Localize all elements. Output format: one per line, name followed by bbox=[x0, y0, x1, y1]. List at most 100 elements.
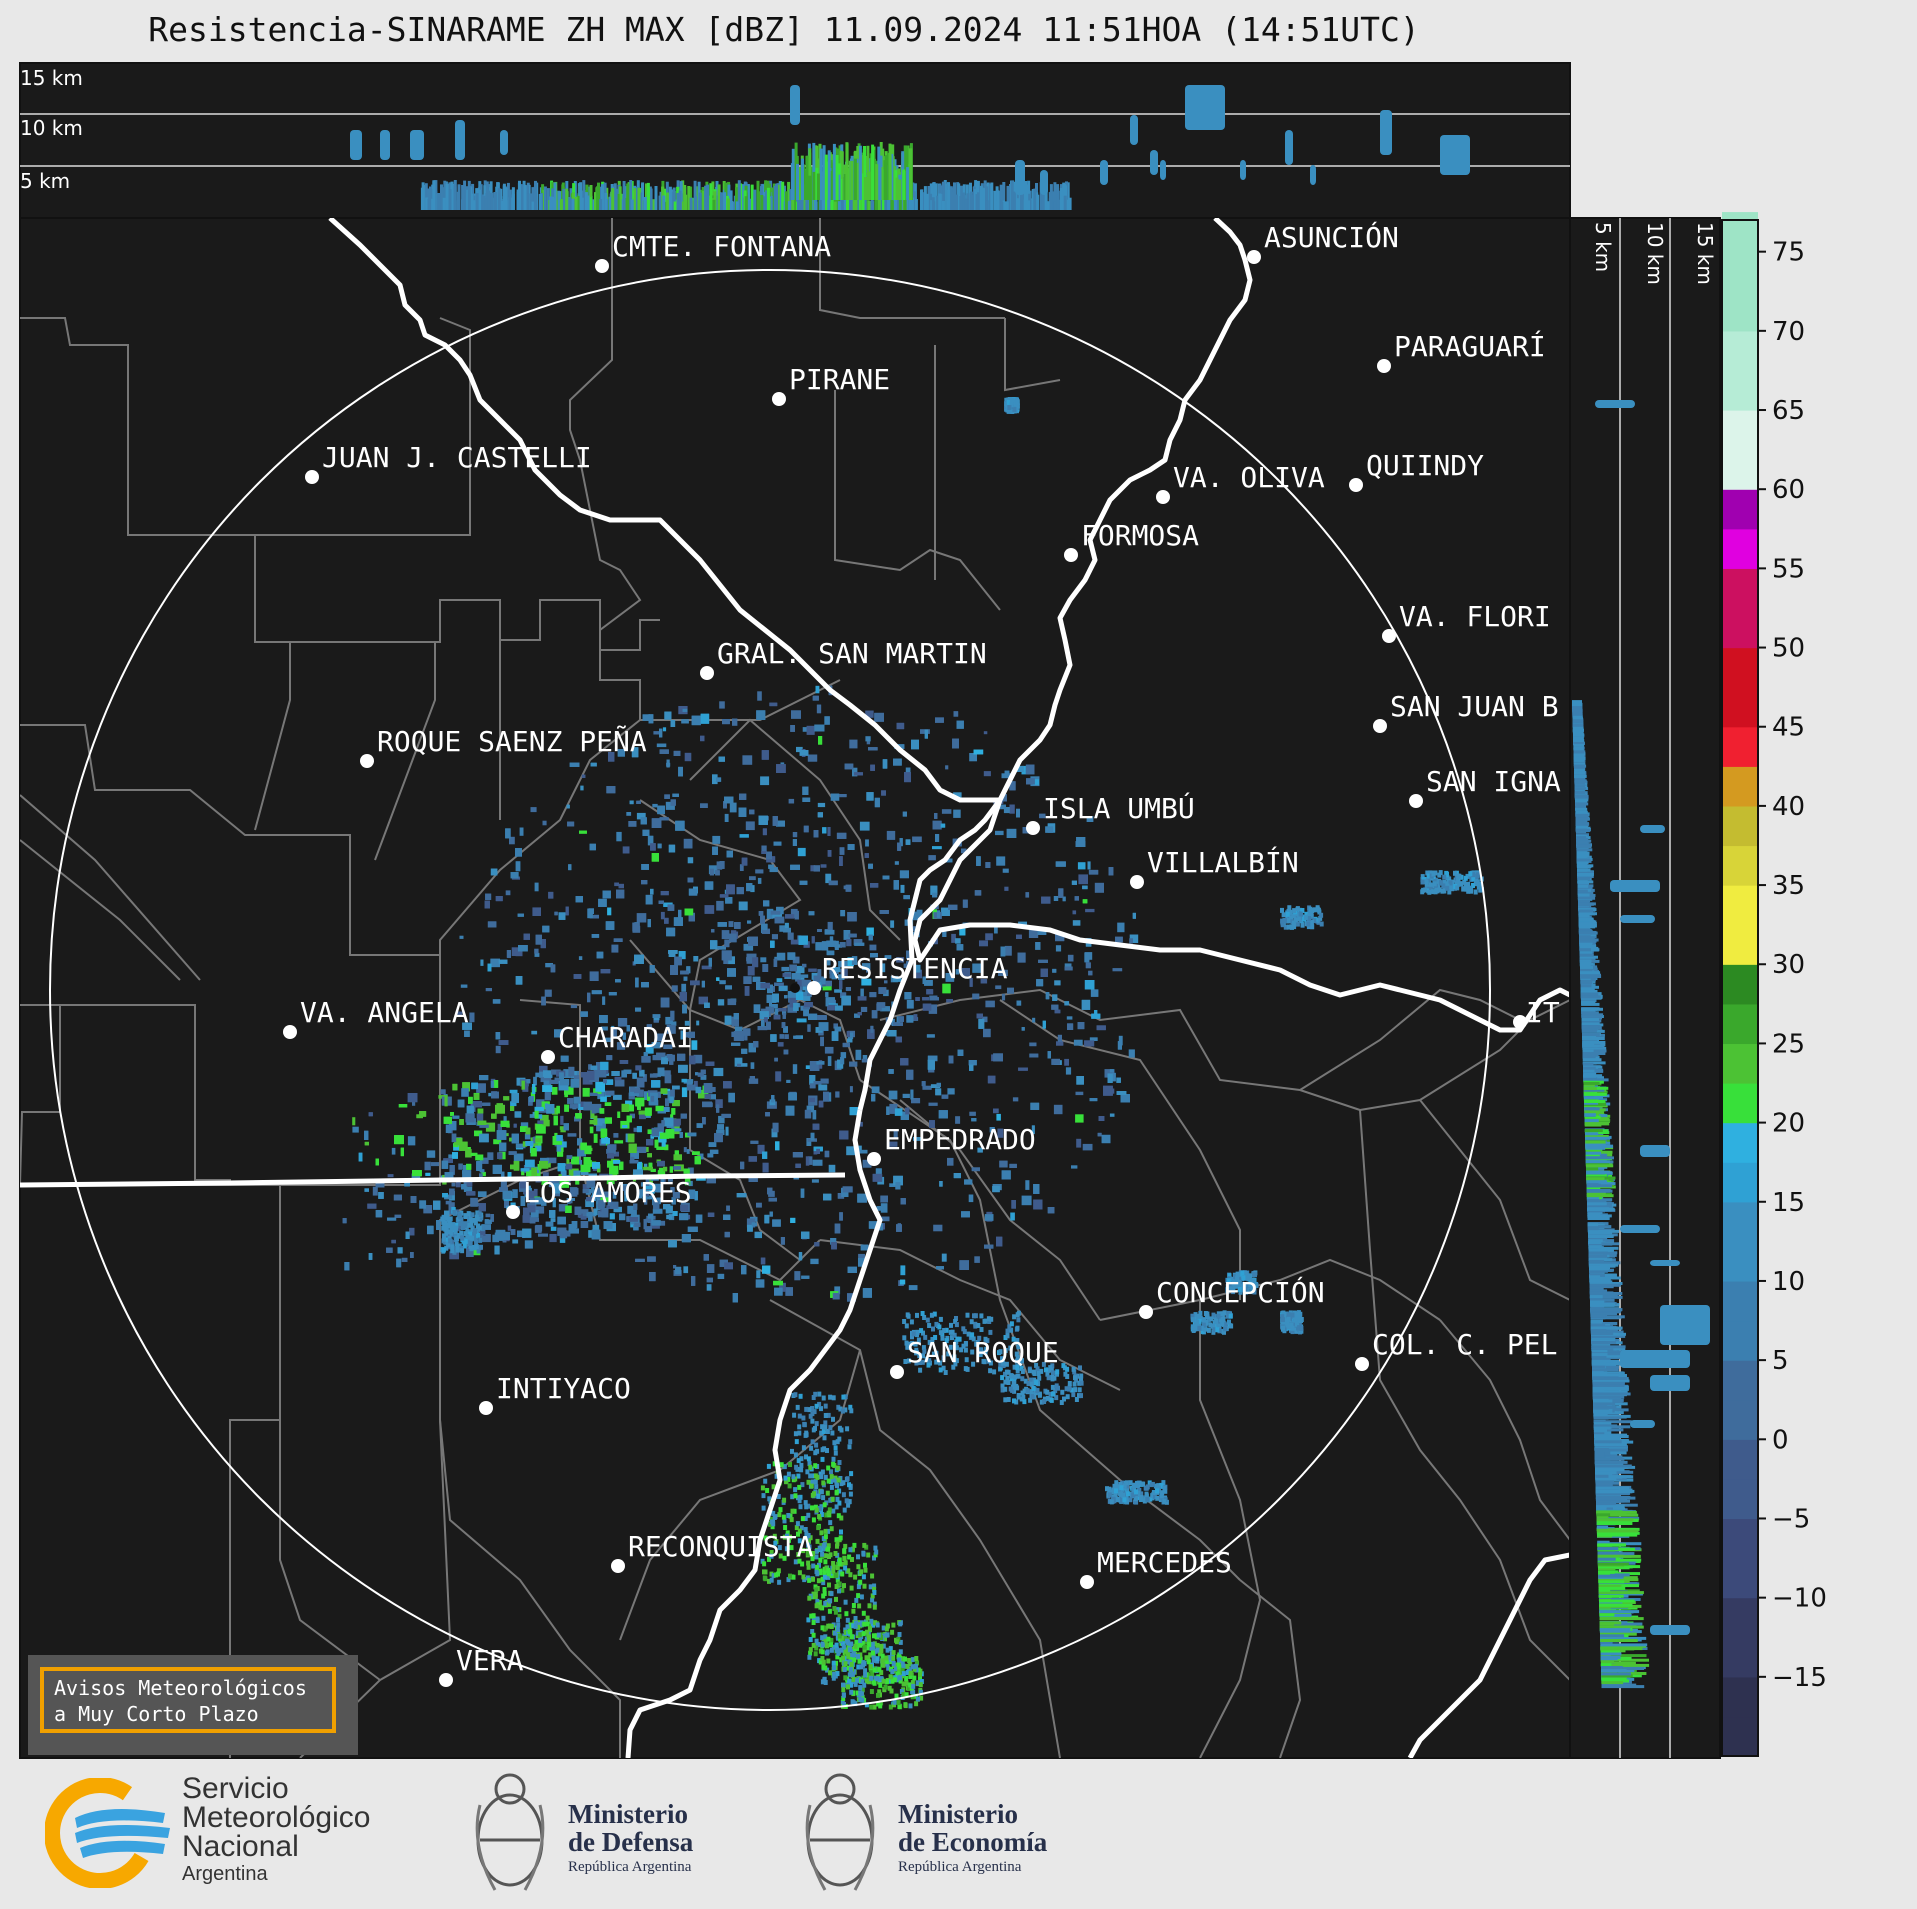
echo-pixel bbox=[477, 1191, 487, 1197]
echo-pixel bbox=[1016, 808, 1020, 818]
top-echo-pixel bbox=[778, 181, 782, 210]
echo-pixel bbox=[752, 957, 759, 968]
echo-pixel bbox=[792, 839, 797, 846]
echo-pixel bbox=[856, 1145, 862, 1151]
echo-pixel bbox=[902, 1093, 910, 1098]
echo-pixel bbox=[934, 813, 938, 819]
echo-pixel bbox=[495, 1045, 501, 1054]
echo-pixel bbox=[644, 1163, 648, 1168]
echo-pixel bbox=[636, 1077, 645, 1088]
top-echo-pixel bbox=[957, 183, 961, 210]
echo-pixel bbox=[668, 952, 676, 957]
echo-pixel bbox=[953, 792, 962, 798]
echo-pixel bbox=[564, 1091, 568, 1098]
echo-pixel bbox=[706, 1284, 712, 1291]
echo-pixel bbox=[481, 1225, 485, 1232]
echo-pixel bbox=[558, 1204, 568, 1212]
echo-pixel bbox=[364, 1130, 369, 1140]
echo-pixel bbox=[633, 1127, 640, 1132]
echo-pixel bbox=[1006, 828, 1017, 838]
echo-pixel bbox=[715, 1099, 723, 1108]
echo-pixel bbox=[668, 950, 678, 954]
top-echo-pixel bbox=[527, 184, 531, 210]
echo-pixel bbox=[523, 1207, 530, 1218]
echo-pixel bbox=[364, 1141, 369, 1146]
echo-pixel bbox=[772, 1219, 781, 1227]
echo-pixel bbox=[1120, 1094, 1130, 1103]
echo-pixel bbox=[1064, 966, 1073, 971]
echo-pixel bbox=[956, 944, 964, 951]
echo-pixel bbox=[757, 1026, 768, 1031]
echo-pixel bbox=[982, 1016, 988, 1023]
top-echo-pixel bbox=[651, 199, 655, 210]
echo-pixel bbox=[802, 1005, 810, 1010]
echo-pixel bbox=[792, 1064, 798, 1074]
echo-pixel bbox=[728, 1092, 735, 1103]
echo-pixel bbox=[573, 974, 582, 979]
top-echo-pixel bbox=[810, 166, 814, 200]
echo-pixel bbox=[773, 958, 778, 967]
echo-pixel bbox=[543, 1080, 551, 1090]
top-echo-pixel bbox=[618, 186, 622, 210]
echo-pixel bbox=[645, 1218, 652, 1223]
echo-pixel bbox=[668, 844, 676, 853]
top-echo-pixel bbox=[941, 201, 945, 210]
top-echo-pixel bbox=[1020, 180, 1023, 210]
echo-pixel bbox=[957, 1049, 964, 1056]
top-echo-pixel bbox=[639, 192, 643, 210]
echo-pixel bbox=[822, 982, 832, 991]
echo-pixel bbox=[394, 1214, 402, 1218]
echo-pixel bbox=[893, 1175, 903, 1186]
echo-pixel bbox=[689, 1180, 693, 1187]
echo-pixel bbox=[573, 1096, 581, 1104]
echo-pixel bbox=[704, 881, 714, 890]
echo-pixel bbox=[617, 749, 625, 757]
echo-pixel bbox=[557, 1216, 566, 1225]
echo-pixel bbox=[750, 885, 755, 893]
echo-pixel bbox=[727, 968, 736, 977]
echo-pixel bbox=[493, 1080, 499, 1088]
top-echo-pixel bbox=[584, 192, 588, 210]
top-echo-cell bbox=[500, 130, 508, 155]
echo-pixel bbox=[630, 1151, 639, 1159]
top-echo-pixel bbox=[571, 198, 575, 210]
top-echo-pixel bbox=[1053, 201, 1057, 210]
echo-pixel bbox=[444, 1194, 453, 1200]
echo-pixel bbox=[1047, 1207, 1055, 1214]
echo-pixel bbox=[862, 1288, 872, 1298]
echo-pixel bbox=[626, 1025, 630, 1032]
echo-pixel bbox=[687, 1167, 694, 1174]
echo-pixel bbox=[894, 861, 899, 865]
top-echo-pixel bbox=[594, 192, 597, 210]
echo-pixel bbox=[915, 997, 920, 1001]
echo-pixel bbox=[534, 948, 539, 954]
echo-pixel bbox=[503, 1116, 507, 1123]
echo-pixel bbox=[802, 985, 806, 991]
echo-pixel bbox=[952, 738, 959, 749]
echo-pixel bbox=[807, 754, 818, 762]
echo-pixel bbox=[509, 836, 515, 845]
top-echo-pixel bbox=[979, 185, 983, 210]
echo-pixel bbox=[487, 921, 497, 928]
top-echo-cell bbox=[1185, 85, 1225, 130]
echo-pixel bbox=[464, 1030, 470, 1037]
echo-pixel bbox=[534, 882, 539, 892]
echo-pixel bbox=[545, 963, 553, 968]
top-echo-pixel bbox=[816, 173, 820, 200]
echo-pixel bbox=[882, 1032, 889, 1036]
echo-pixel bbox=[724, 796, 734, 804]
echo-pixel bbox=[605, 1079, 614, 1085]
echo-pixel bbox=[700, 735, 705, 742]
top-echo-pixel bbox=[796, 163, 799, 200]
echo-pixel bbox=[1025, 892, 1030, 898]
echo-pixel bbox=[827, 921, 833, 931]
echo-pixel bbox=[1109, 1113, 1115, 1117]
echo-pixel bbox=[862, 963, 871, 971]
echo-pixel bbox=[746, 953, 757, 964]
echo-pixel bbox=[993, 1108, 999, 1114]
top-echo-cell bbox=[1015, 160, 1025, 195]
echo-pixel bbox=[896, 1224, 902, 1232]
echo-pixel bbox=[514, 1111, 522, 1118]
echo-pixel bbox=[682, 708, 688, 712]
top-echo-pixel bbox=[795, 201, 798, 210]
